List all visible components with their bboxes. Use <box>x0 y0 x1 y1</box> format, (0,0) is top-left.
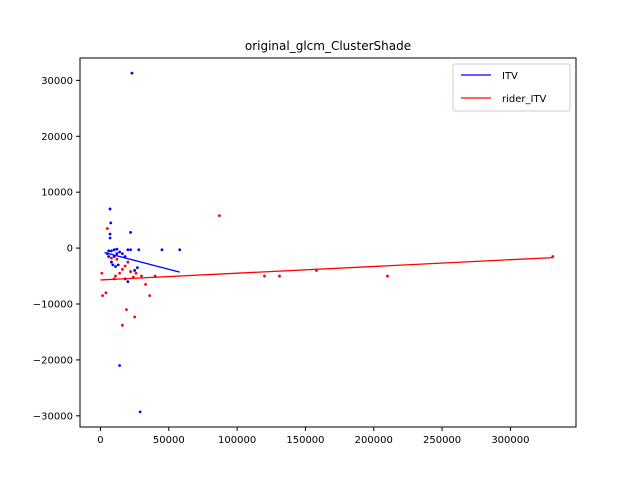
y-tick-label: 10000 <box>41 188 73 199</box>
data-point <box>120 267 124 271</box>
data-point <box>140 274 143 278</box>
chart-title: original_glcm_ClusterShade <box>245 39 411 53</box>
data-point <box>125 308 128 311</box>
data-point <box>115 252 119 256</box>
data-point <box>108 207 112 211</box>
data-point <box>130 71 134 75</box>
x-tick-label: 0 <box>97 435 103 446</box>
data-point <box>101 294 104 298</box>
data-point <box>108 236 112 240</box>
y-tick-label: 30000 <box>41 76 73 87</box>
x-tick-label: 150000 <box>286 435 324 446</box>
data-point <box>120 323 124 327</box>
legend-label-itv: ITV <box>502 71 518 82</box>
data-point <box>111 263 115 267</box>
data-point <box>105 227 109 230</box>
data-point <box>133 315 137 319</box>
data-point <box>120 252 124 256</box>
series-rider-itv <box>100 214 555 327</box>
x-tick-label: 100000 <box>218 435 256 446</box>
data-point <box>107 255 111 258</box>
data-point <box>100 271 104 275</box>
data-point <box>114 265 117 268</box>
data-point <box>112 248 116 252</box>
data-point <box>148 294 152 298</box>
x-tick-label: 50000 <box>153 435 185 446</box>
data-point <box>178 248 182 252</box>
data-point <box>123 264 127 268</box>
series-itv <box>104 71 182 414</box>
data-point <box>109 221 113 225</box>
data-point <box>118 250 122 254</box>
data-point <box>126 280 130 284</box>
data-point <box>137 248 141 252</box>
data-point <box>135 266 139 270</box>
data-point <box>134 271 138 275</box>
legend: ITV rider_ITV <box>452 63 571 112</box>
data-point <box>217 214 221 218</box>
trend-line <box>104 251 180 273</box>
data-point <box>115 257 119 261</box>
data-point <box>110 249 113 253</box>
data-point <box>263 274 266 278</box>
data-point <box>118 364 122 367</box>
legend-box <box>452 63 571 112</box>
x-axis-ticks: 0 50000 100000 150000 200000 250000 300000 <box>97 427 530 446</box>
y-tick-label: −10000 <box>33 300 73 311</box>
data-point <box>126 248 130 252</box>
data-point <box>129 248 132 252</box>
y-axis-ticks: −30000 −20000 −10000 0 10000 20000 30000 <box>33 76 80 422</box>
y-tick-label: −20000 <box>33 355 73 366</box>
plot-series <box>100 71 555 414</box>
data-point <box>110 256 113 260</box>
data-point <box>115 247 119 251</box>
x-tick-label: 250000 <box>423 435 461 446</box>
data-point <box>114 274 117 278</box>
data-point <box>386 274 389 278</box>
data-point <box>129 270 132 273</box>
data-point <box>118 271 122 275</box>
data-point <box>138 410 142 414</box>
data-point <box>160 248 164 252</box>
legend-label-rider-itv: rider_ITV <box>502 94 547 105</box>
y-tick-label: −30000 <box>33 411 73 422</box>
x-tick-label: 200000 <box>355 435 393 446</box>
data-point <box>110 260 113 264</box>
trend-line <box>100 256 553 281</box>
data-point <box>133 269 137 272</box>
data-point <box>108 232 112 236</box>
data-point <box>104 291 108 295</box>
data-point <box>126 260 130 264</box>
x-tick-label: 300000 <box>491 435 529 446</box>
data-point <box>129 231 132 234</box>
y-tick-label: 20000 <box>41 132 73 143</box>
data-point <box>144 283 147 286</box>
y-tick-label: 0 <box>67 244 73 255</box>
data-point <box>116 263 120 267</box>
data-point <box>278 274 281 278</box>
plot-area-frame <box>79 57 577 428</box>
data-point <box>107 249 111 253</box>
